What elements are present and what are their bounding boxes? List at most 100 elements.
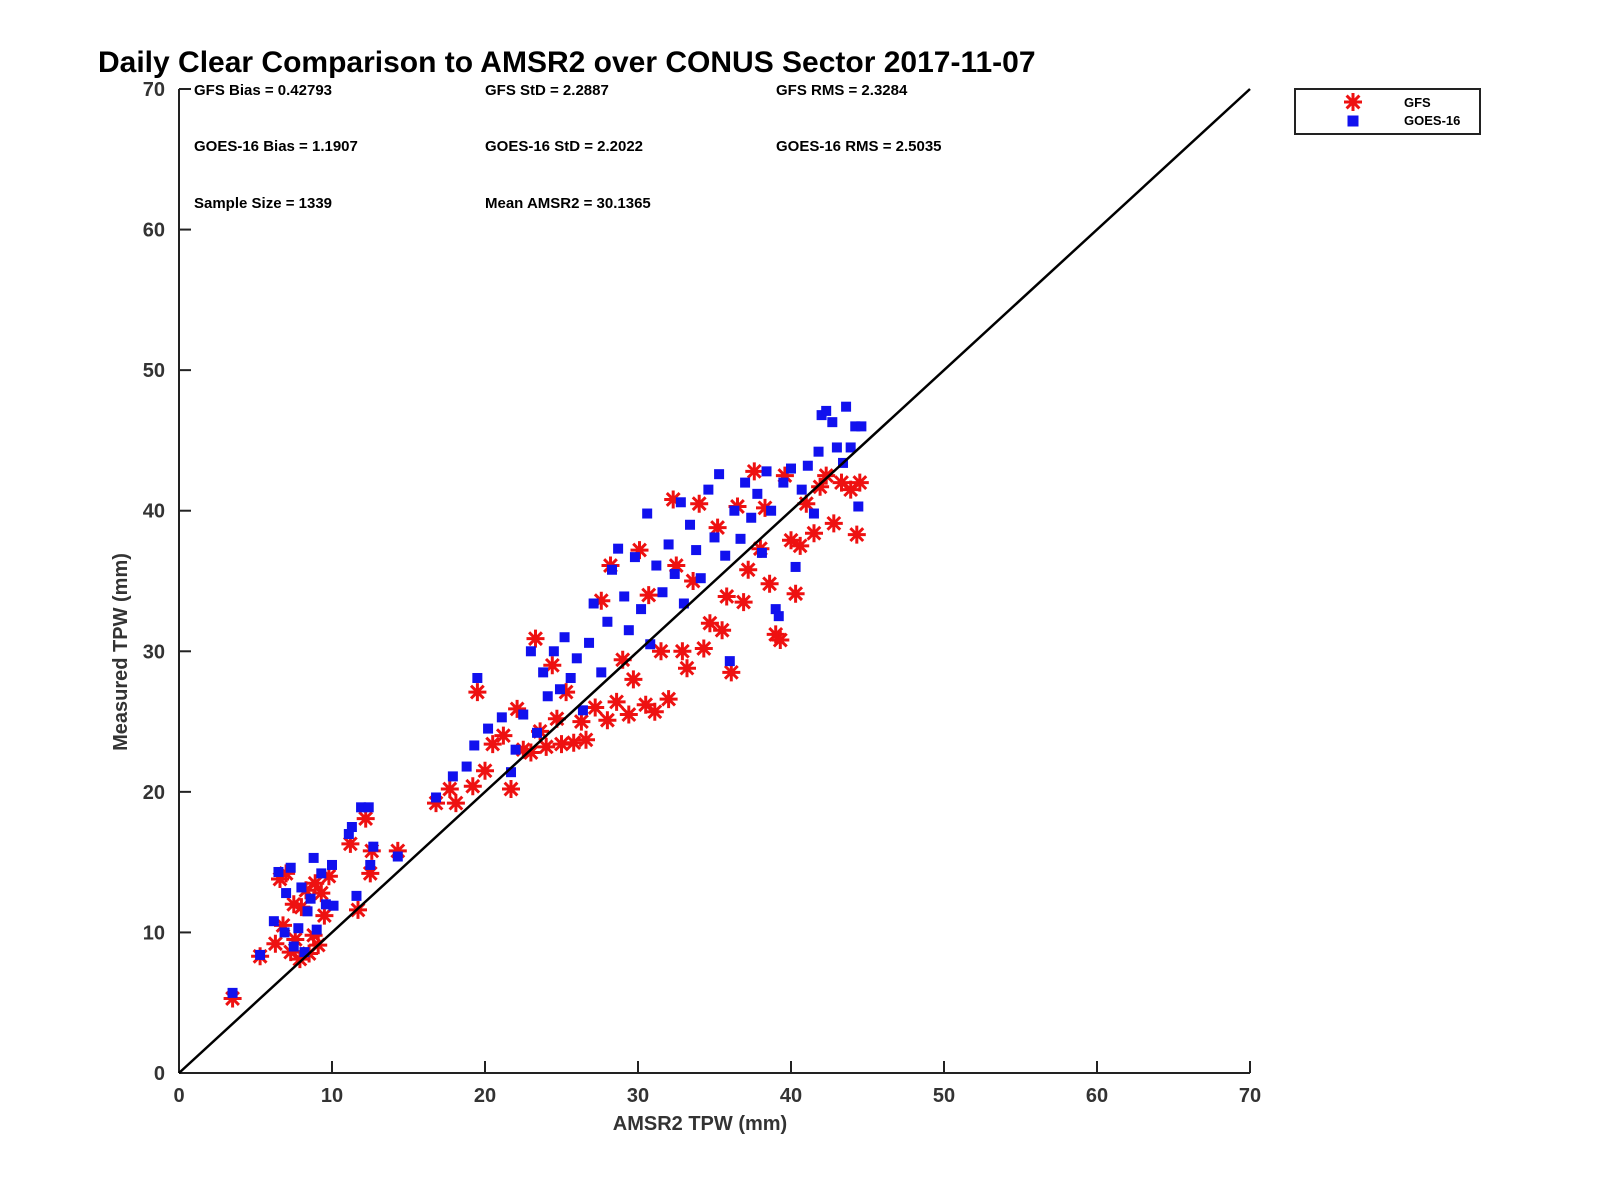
goes16-point — [299, 947, 310, 958]
y-tick-label: 70 — [143, 79, 165, 101]
goes16-point — [577, 705, 588, 716]
goes16-point — [351, 890, 362, 901]
gfs-point — [274, 916, 292, 935]
gfs-point — [341, 834, 360, 853]
y-tick-label: 50 — [143, 360, 165, 382]
gfs-point — [440, 780, 459, 798]
goes16-point — [285, 862, 296, 873]
gfs-point — [592, 591, 611, 610]
goes16-point — [363, 802, 374, 813]
goes16-point — [645, 639, 656, 650]
goes16-point — [227, 987, 238, 998]
goes16-point — [596, 667, 607, 678]
goes16-point — [311, 924, 322, 935]
gfs-point — [847, 525, 866, 544]
goes16-point — [461, 761, 472, 772]
goes16-point — [850, 421, 861, 432]
x-tick-label: 30 — [627, 1085, 649, 1107]
goes16-point — [802, 460, 813, 471]
goes16-point — [483, 723, 494, 734]
x-tick-label: 60 — [1086, 1085, 1108, 1107]
goes16-point — [845, 442, 856, 453]
gfs-point — [760, 574, 779, 593]
goes16-point — [773, 611, 784, 622]
gfs-point — [552, 735, 571, 754]
goes16-point — [821, 405, 832, 416]
gfs-point — [817, 466, 836, 485]
goes16-point — [308, 852, 319, 863]
gfs-point — [514, 740, 533, 759]
legend-goes16-label: GOES-16 — [1404, 113, 1460, 128]
goes16-point — [724, 656, 735, 667]
goes16-point — [510, 744, 521, 755]
goes16-point — [518, 709, 529, 720]
goes16-point — [678, 598, 689, 609]
gfs-point — [292, 898, 311, 917]
y-axis-label: Measured TPW (mm) — [110, 553, 132, 751]
gfs-point — [645, 702, 664, 721]
goes16-point — [831, 442, 842, 453]
goes16-point — [368, 841, 379, 852]
gfs-point — [598, 711, 617, 730]
y-tick-label: 10 — [143, 922, 165, 944]
gfs-point — [639, 586, 658, 605]
gfs-point — [850, 473, 869, 492]
gfs-std-text: GFS StD = 2.2887 — [485, 82, 609, 99]
goes16-point — [320, 899, 331, 910]
gfs-point — [708, 518, 727, 537]
goes16-series — [227, 401, 867, 998]
goes16-point — [642, 508, 653, 519]
y-tick-label: 40 — [143, 501, 165, 523]
gfs-point — [1344, 93, 1362, 111]
gfs-point — [306, 874, 325, 893]
gfs-point — [841, 480, 860, 499]
goes16-point — [606, 564, 617, 575]
gfs-point — [756, 498, 774, 517]
gfs-point — [832, 473, 851, 492]
gfs-point — [526, 629, 545, 648]
goes16-point — [431, 792, 442, 803]
goes16-point — [602, 616, 613, 627]
goes16-point — [735, 533, 746, 544]
gfs-point — [468, 683, 487, 702]
gfs-point — [508, 699, 527, 718]
gfs-point — [521, 743, 540, 762]
gfs-point — [690, 494, 709, 513]
gfs-point — [557, 683, 576, 702]
x-axis-label: AMSR2 TPW (mm) — [613, 1113, 787, 1135]
gfs-point — [624, 670, 643, 689]
goes16-point — [657, 587, 668, 598]
goes16-point — [296, 882, 307, 893]
gfs-point — [619, 705, 638, 724]
gfs-point — [678, 659, 696, 678]
goes16-point — [856, 421, 867, 432]
goes16-point — [841, 401, 852, 412]
gfs-point — [782, 531, 800, 550]
x-tick-label: 10 — [321, 1085, 343, 1107]
goes16-point — [720, 550, 731, 561]
goes16-point — [268, 916, 279, 927]
gfs-point — [543, 656, 562, 675]
goes16-point — [469, 740, 480, 751]
gfs-point — [537, 737, 556, 756]
gfs-point — [572, 712, 591, 731]
goes16-point — [532, 727, 543, 738]
goes16-point — [525, 646, 536, 657]
goes16-point — [796, 484, 807, 495]
goes16-point — [752, 488, 763, 499]
gfs-point — [476, 761, 494, 780]
gfs-point — [547, 709, 566, 728]
goes16-point — [636, 604, 647, 615]
goes16-point — [571, 653, 582, 664]
goes16-point — [813, 446, 824, 457]
gfs-point — [775, 466, 794, 485]
goes16-point — [346, 822, 357, 832]
gfs-point — [824, 514, 843, 533]
gfs-point — [630, 541, 649, 560]
goes16-point — [623, 625, 634, 636]
goes16-point — [565, 672, 576, 683]
legend: GFS GOES-16 — [1294, 88, 1481, 135]
goes16-point — [756, 547, 767, 558]
goes16-point — [356, 802, 367, 813]
gfs-point — [745, 462, 764, 481]
